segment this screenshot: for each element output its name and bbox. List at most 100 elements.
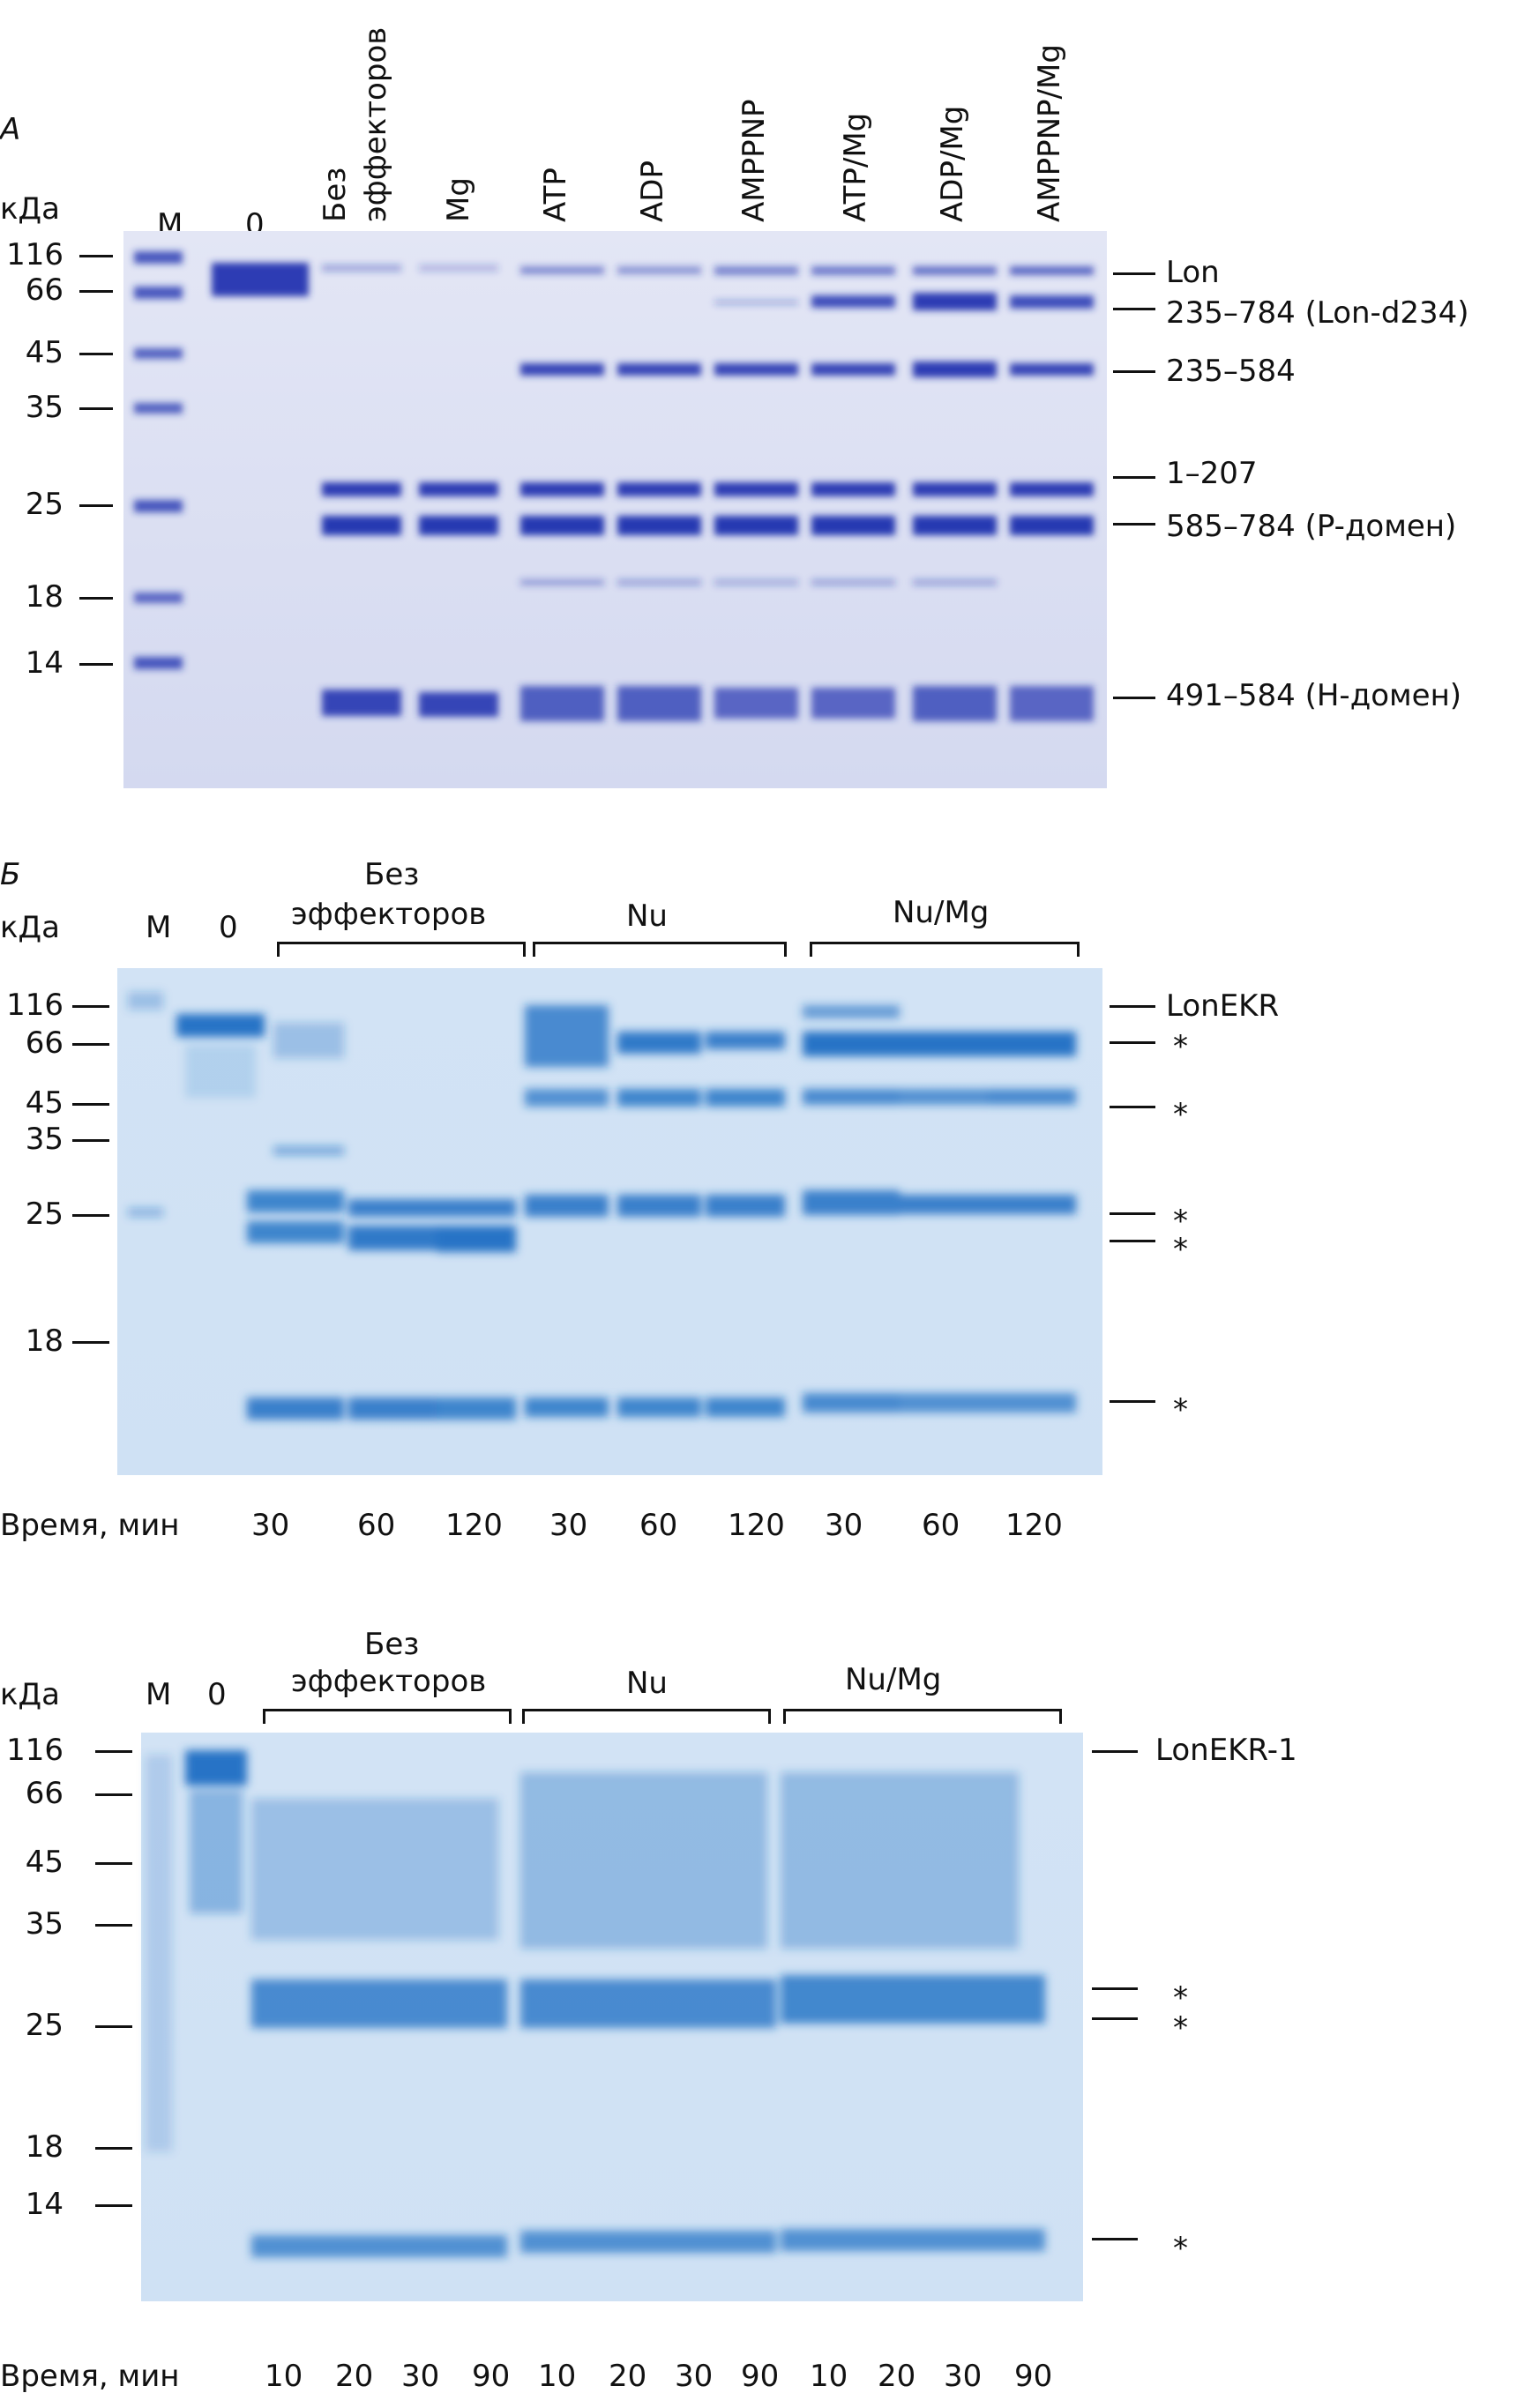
lon-band bbox=[617, 266, 701, 274]
lonekr-band bbox=[803, 1005, 900, 1018]
panel-a-tick-116 bbox=[79, 255, 113, 257]
h-domain-band bbox=[617, 686, 701, 721]
gel-b-bands bbox=[128, 992, 1076, 1420]
band-23 bbox=[247, 1221, 344, 1243]
faint-band bbox=[520, 579, 604, 585]
p-domain-band bbox=[419, 516, 498, 535]
panel-c-time-2: 20 bbox=[335, 2359, 374, 2394]
lon-d234-band bbox=[714, 300, 798, 305]
band-low bbox=[348, 1398, 437, 1420]
panel-b-group-none: эффекторов bbox=[291, 897, 487, 932]
panel-b-star-2: * bbox=[1173, 1097, 1188, 1132]
band-25-doublet bbox=[781, 1975, 1045, 2024]
panel-c-mw-66: 66 bbox=[25, 1776, 64, 1811]
band-1-207 bbox=[322, 482, 401, 496]
panel-b-mw-45: 45 bbox=[25, 1085, 64, 1121]
lon-d234-band bbox=[913, 293, 997, 310]
panel-b-zero-lane-label: 0 bbox=[219, 910, 238, 945]
smear bbox=[251, 1799, 498, 1940]
panel-b-tick-18 bbox=[72, 1341, 109, 1344]
panel-a-lon-d234-line bbox=[1113, 308, 1155, 310]
panel-b-star-4: * bbox=[1173, 1232, 1188, 1267]
panel-a-235-584-line bbox=[1113, 370, 1155, 373]
p-domain-band bbox=[714, 516, 798, 535]
panel-a-band-1-207: 1–207 bbox=[1166, 456, 1258, 491]
band-1-207 bbox=[811, 482, 895, 496]
panel-c-bracket-nu bbox=[522, 1709, 771, 1724]
panel-b-mw-66: 66 bbox=[25, 1025, 64, 1061]
band-low bbox=[617, 1398, 701, 1417]
lonekr-band bbox=[176, 1014, 265, 1037]
panel-a-tick-18 bbox=[79, 597, 113, 600]
band-45 bbox=[706, 1089, 785, 1107]
band-25 bbox=[348, 1199, 437, 1217]
panel-b-time-2: 60 bbox=[357, 1508, 396, 1543]
panel-c-star-3: * bbox=[1173, 2231, 1188, 2266]
p-domain-band bbox=[520, 516, 604, 535]
panel-c-group-none: эффекторов bbox=[291, 1664, 487, 1699]
band-235-584 bbox=[617, 363, 701, 376]
band-low bbox=[988, 1393, 1076, 1413]
smear bbox=[190, 1790, 243, 1913]
panel-b-tick-25 bbox=[72, 1214, 109, 1217]
panel-a-band-p-domain: 585–784 (P-домен) bbox=[1166, 509, 1457, 544]
panel-b-mw-25: 25 bbox=[25, 1197, 64, 1232]
panel-c-mw-35: 35 bbox=[25, 1906, 64, 1942]
band-25 bbox=[988, 1195, 1076, 1214]
panel-b-time-3: 120 bbox=[445, 1508, 503, 1543]
panel-c-marker-lane-label: М bbox=[146, 1677, 172, 1712]
panel-b-kda-label: кДа bbox=[0, 910, 60, 945]
panel-b-star-3: * bbox=[1173, 1204, 1188, 1239]
panel-a-mw-14: 14 bbox=[25, 645, 64, 681]
lon-band bbox=[811, 266, 895, 275]
panel-a-band-235-584: 235–584 bbox=[1166, 354, 1296, 389]
panel-b-time-5: 60 bbox=[639, 1508, 678, 1543]
panel-c-group-none-line1: Без bbox=[364, 1627, 420, 1662]
lon-band bbox=[212, 263, 309, 296]
panel-c-star-line-2 bbox=[1092, 2017, 1138, 2020]
faint-band bbox=[617, 579, 701, 585]
panel-c-tick-116 bbox=[95, 1750, 132, 1753]
gel-a-bands bbox=[134, 251, 1094, 721]
band-1-207 bbox=[617, 482, 701, 496]
h-domain-band bbox=[913, 686, 997, 721]
h-domain-band bbox=[1010, 686, 1094, 721]
p-domain-band bbox=[811, 516, 895, 535]
band-66 bbox=[706, 1032, 785, 1049]
lonekr-1-band bbox=[185, 1750, 247, 1785]
panel-c-time-5: 10 bbox=[538, 2359, 577, 2394]
panel-c-time-label: Время, мин bbox=[0, 2359, 180, 2394]
faint-band bbox=[273, 1146, 344, 1155]
panel-c-star-2: * bbox=[1173, 2010, 1188, 2046]
panel-a-tick-45 bbox=[79, 353, 113, 355]
panel-c-star-line-3 bbox=[1092, 2238, 1138, 2240]
lon-band bbox=[520, 266, 604, 274]
panel-a-lon-line bbox=[1113, 272, 1155, 275]
smear bbox=[525, 1005, 609, 1067]
lon-band bbox=[322, 265, 401, 272]
marker-band bbox=[134, 403, 183, 414]
panel-c-band-lonekr-1: LonEKR-1 bbox=[1155, 1733, 1297, 1768]
lon-band bbox=[1010, 266, 1094, 275]
panel-a-mw-45: 45 bbox=[25, 335, 64, 370]
panel-b-tick-35 bbox=[72, 1139, 109, 1142]
panel-a-h-domain-line bbox=[1113, 697, 1155, 699]
band-25-doublet bbox=[251, 1979, 507, 2028]
panel-c-mw-25: 25 bbox=[25, 2008, 64, 2043]
panel-b-bracket-nu bbox=[533, 942, 787, 957]
band-23 bbox=[348, 1226, 437, 1250]
panel-a-tick-14 bbox=[79, 663, 113, 666]
band-66 bbox=[988, 1032, 1076, 1056]
marker-band bbox=[134, 287, 183, 299]
panel-a-mw-116: 116 bbox=[6, 237, 64, 272]
panel-c-time-7: 30 bbox=[675, 2359, 714, 2394]
band-low bbox=[520, 2231, 776, 2253]
panel-c-time-12: 90 bbox=[1014, 2359, 1053, 2394]
panel-c-tick-35 bbox=[95, 1924, 132, 1927]
band-1-207 bbox=[913, 482, 997, 496]
faint-band bbox=[714, 579, 798, 585]
panel-b-letter: Б bbox=[0, 857, 21, 892]
band-low bbox=[900, 1393, 988, 1413]
h-domain-band bbox=[520, 686, 604, 721]
band-low bbox=[781, 2229, 1045, 2251]
